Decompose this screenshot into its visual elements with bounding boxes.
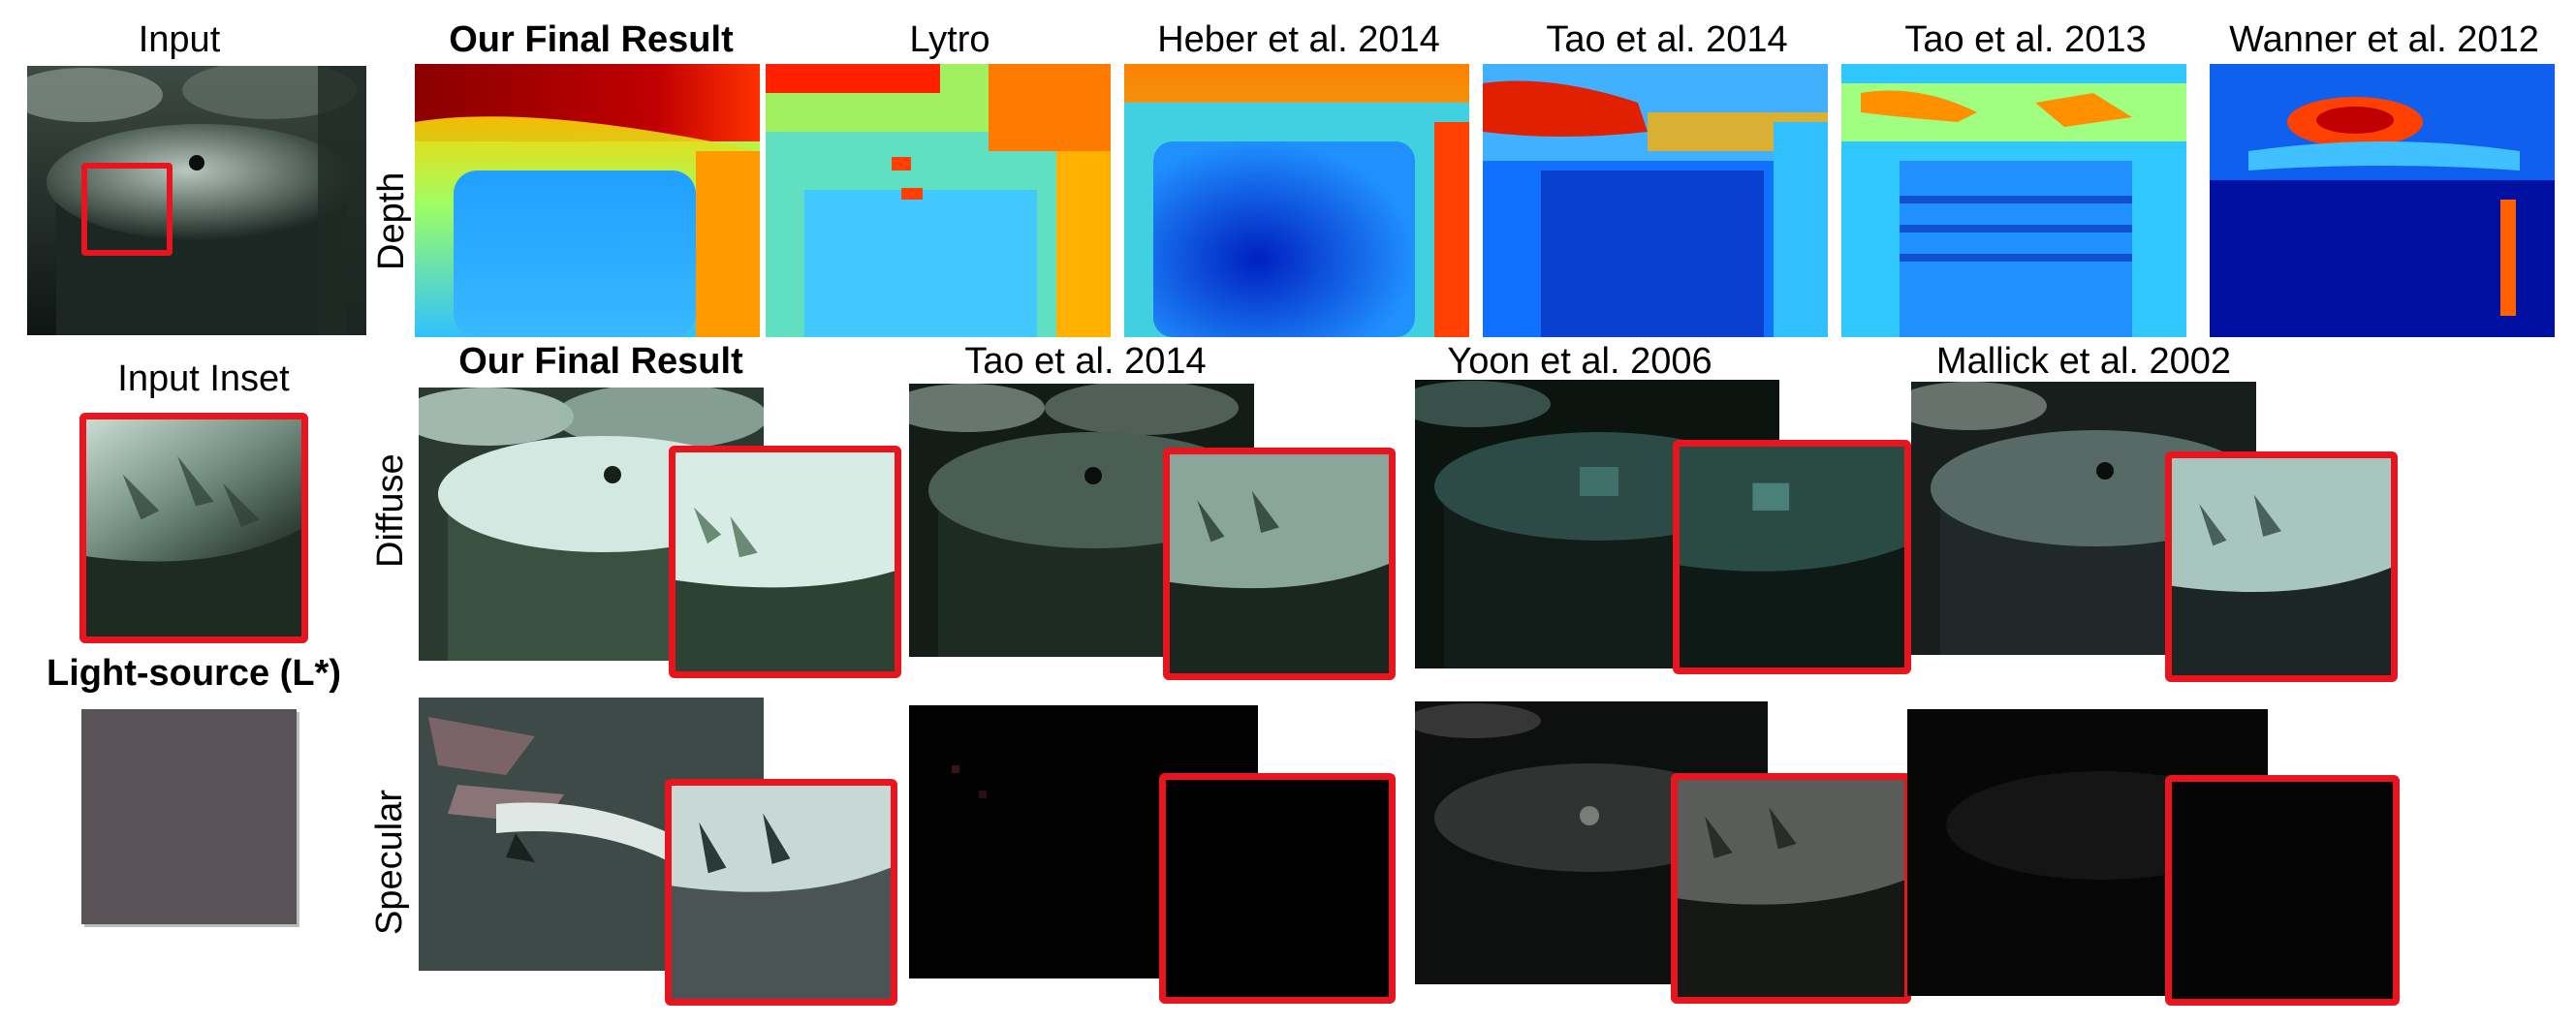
depth-title-tao2013: Tao et al. 2013 [1904,19,2147,60]
diffuse-inset-ours [669,446,901,678]
depth-map-tao2014 [1483,64,1828,337]
specular-inset-yoon [1671,773,1911,1004]
depth-title-ours: Our Final Result [449,19,734,60]
specular-inset-mallick [2165,775,2400,1006]
diffuse-title-mallick: Mallick et al. 2002 [1935,341,2232,382]
input-inset-title: Input Inset [117,358,290,399]
depth-map-heber [1124,64,1469,337]
input-inset-image [79,413,308,643]
depth-title-wanner: Wanner et al. 2012 [2229,19,2539,60]
depth-map-ours [415,64,760,337]
depth-title-heber: Heber et al. 2014 [1157,19,1440,60]
depth-map-lytro [766,64,1111,337]
row-label-diffuse: Diffuse [370,453,411,568]
diffuse-inset-mallick [2165,451,2398,682]
diffuse-title-ours: Our Final Result [458,341,743,382]
light-source-title: Light-source (L*) [47,653,341,694]
depth-map-wanner [2210,64,2555,337]
depth-title-lytro: Lytro [909,19,990,60]
depth-title-tao2014: Tao et al. 2014 [1546,19,1788,60]
input-image [27,66,366,335]
diffuse-inset-yoon [1673,440,1911,674]
diffuse-title-yoon: Yoon et al. 2006 [1447,341,1712,382]
depth-map-tao2013 [1841,64,2186,337]
light-source-swatch [81,709,297,924]
row-label-depth: Depth [371,171,412,270]
input-inset-marker [81,163,173,256]
specular-inset-tao2014 [1159,773,1396,1004]
input-title: Input [138,19,221,60]
row-label-specular: Specular [369,790,410,935]
diffuse-inset-tao2014 [1163,448,1396,680]
specular-inset-ours [665,779,897,1006]
diffuse-title-tao2014: Tao et al. 2014 [964,341,1207,382]
